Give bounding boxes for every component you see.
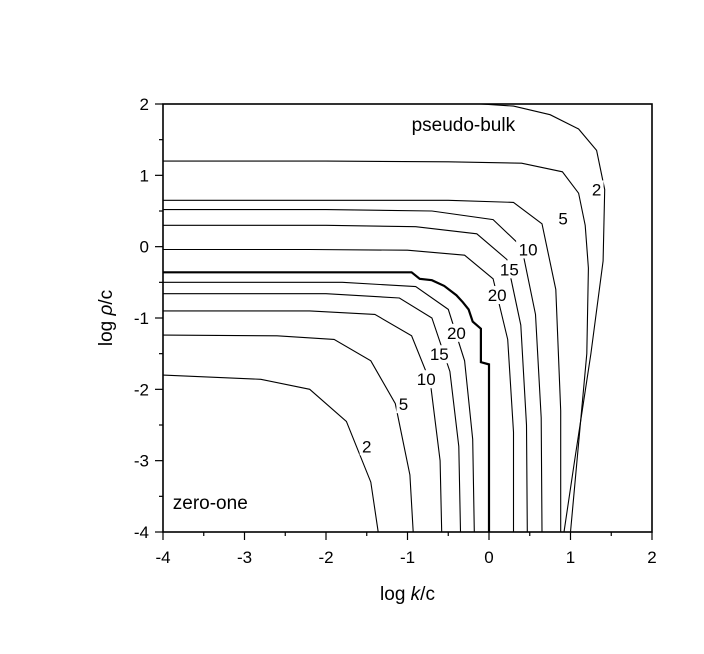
contour-label-background [444,323,469,342]
x-tick-label: -1 [400,548,415,567]
contour-lines [162,103,606,533]
contour-label: 15 [500,260,519,279]
y-tick-label: 2 [140,95,149,114]
x-tick-label: 0 [484,548,493,567]
region-label: zero-one [173,493,248,514]
x-axis-title: log k/c [380,584,435,605]
y-tick-label: -3 [134,452,149,471]
y-axis-title: log ρ/c [96,290,117,346]
tick-labels: -4 -3 -2 -1 0 1 2 -4 -3 -2 -1 0 1 2 [134,95,657,567]
x-tick-label: 1 [566,548,575,567]
x-tick-label: -3 [237,548,252,567]
contour-label: 20 [488,286,507,305]
contour-label-background [396,395,411,414]
contour-line-20-6 [163,248,515,532]
y-tick-label: -1 [134,309,149,328]
contour-label-background [427,345,452,364]
x-tick-label: -4 [155,548,170,567]
contour-label-background [497,260,522,279]
region-labels: pseudo-bulk zero-one [173,115,516,514]
contour-line-5-9 [163,199,562,532]
contour-line-5-1 [162,334,414,533]
contour-label: 2 [362,437,371,456]
contour-label-background [516,240,541,259]
y-tick-label: 1 [140,166,149,185]
x-tick-label: 2 [647,548,656,567]
contour-line-20-4 [163,281,475,533]
contour-line-10-8 [163,209,543,533]
contour-line-2-10 [480,103,606,533]
contour-line-unlabeled-11 [163,160,589,533]
region-label: pseudo-bulk [412,115,516,136]
contour-label: 2 [592,180,601,199]
boundary-contour-line [163,271,491,532]
contour-label: 10 [417,370,436,389]
contour-label-background [414,370,439,389]
contour-label: 5 [558,210,567,229]
contour-line-2-0 [162,374,379,533]
contour-label: 15 [430,345,449,364]
x-tick-label: -2 [318,548,333,567]
y-tick-label: -2 [134,380,149,399]
y-tick-label: 0 [140,238,149,257]
contour-line-15-7 [163,224,528,533]
plot-frame [162,103,653,533]
contour-label-background [359,437,374,456]
contour-line-15-3 [163,293,462,533]
contour-line-10-2 [163,310,443,533]
y-tick-label: -4 [134,523,149,542]
contour-label: 20 [447,324,466,343]
contour-label: 5 [399,395,408,414]
contour-label-background [485,286,510,305]
axis-ticks [155,103,653,540]
contour-label: 10 [519,240,538,259]
contour-label-background [589,180,604,199]
contour-label-background [556,209,571,228]
